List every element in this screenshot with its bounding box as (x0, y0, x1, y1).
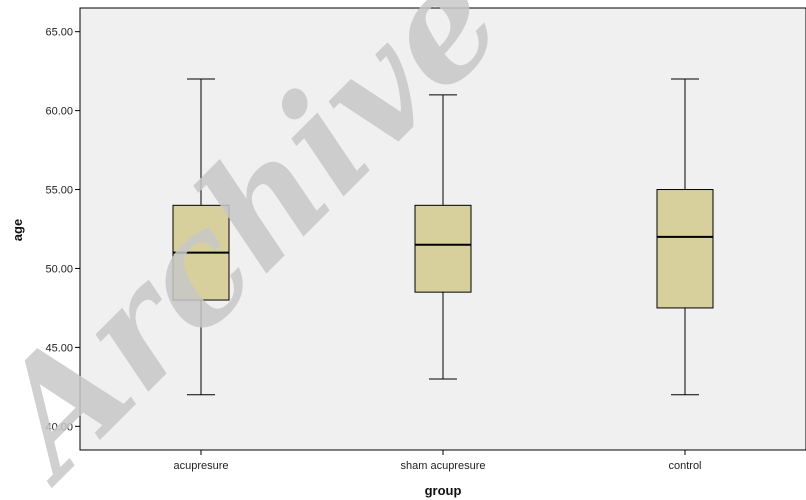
box-0 (172, 78, 230, 396)
x-tick-label: sham acupresure (401, 460, 486, 472)
x-tick-label: acupresure (173, 460, 228, 472)
y-tick-label: 60.00 (45, 106, 73, 118)
x-tick-label: control (668, 460, 701, 472)
x-axis-ticks: acupresure sham acupresure control (173, 450, 702, 472)
box-iqr (414, 204, 472, 293)
box-2 (656, 78, 714, 396)
boxes (172, 78, 714, 396)
y-axis-ticks: 40.00 45.00 50.00 55.00 60.00 65.00 (45, 27, 80, 433)
box-iqr (656, 189, 714, 309)
y-tick-label: 40.00 (45, 421, 73, 433)
y-tick-label: 50.00 (45, 263, 73, 275)
y-tick-label: 55.00 (45, 185, 73, 197)
y-tick-label: 65.00 (45, 27, 73, 39)
x-axis-title: group (425, 483, 462, 498)
y-tick-label: 45.00 (45, 342, 73, 354)
box-1 (414, 94, 472, 380)
y-axis-title: age (10, 219, 25, 241)
